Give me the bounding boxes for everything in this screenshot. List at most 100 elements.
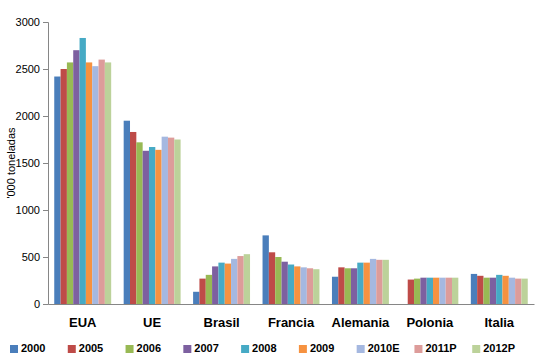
bar	[67, 62, 73, 304]
bar	[446, 278, 452, 304]
legend-swatch	[299, 345, 307, 353]
bar	[263, 235, 269, 304]
bar	[269, 252, 275, 304]
tick: Alemania	[332, 304, 391, 330]
legend-swatch	[10, 345, 18, 353]
legend-label: 2010E	[368, 342, 400, 354]
bar	[338, 267, 344, 304]
bar	[502, 276, 508, 304]
bar	[370, 259, 376, 304]
bar	[225, 264, 231, 304]
bar	[92, 66, 98, 304]
bar	[143, 151, 149, 304]
tick-mark	[43, 304, 48, 305]
bar	[496, 275, 502, 304]
legend-label: 2008	[252, 342, 276, 354]
tick-label: 0	[34, 298, 40, 310]
bar	[294, 266, 300, 304]
tick: Italia	[484, 304, 514, 330]
bar	[61, 69, 67, 304]
bar	[155, 150, 161, 304]
tick-label: Francia	[268, 315, 315, 330]
legend-label: 2009	[310, 342, 334, 354]
tick-label: 2500	[16, 63, 40, 75]
legend-swatch	[183, 345, 191, 353]
bar	[73, 50, 79, 304]
tick-mark	[43, 116, 48, 117]
tick-label: UE	[143, 315, 161, 330]
tick: 3000	[16, 16, 48, 28]
tick-mark	[43, 163, 48, 164]
legend-label: 2000	[21, 342, 45, 354]
bar	[313, 269, 319, 304]
bar	[231, 259, 237, 304]
bar	[130, 132, 136, 304]
legend-swatch	[126, 345, 134, 353]
bar	[427, 278, 433, 304]
legend-label: 2005	[79, 342, 103, 354]
bar	[414, 279, 420, 304]
bar	[80, 38, 86, 304]
tick: 1500	[16, 157, 48, 169]
bar	[300, 267, 306, 304]
bar	[307, 268, 313, 304]
bar	[490, 278, 496, 304]
bar	[288, 265, 294, 304]
tick-label: Brasil	[204, 315, 240, 330]
tick-label: EUA	[69, 315, 97, 330]
bar	[376, 260, 382, 304]
x-axis: EUA UE Brasil Francia Alemania Polonia Italia	[49, 304, 535, 330]
tick-label: 500	[22, 251, 40, 263]
bar	[364, 263, 370, 304]
bar	[332, 277, 338, 304]
bar	[218, 263, 224, 304]
legend-swatch	[68, 345, 76, 353]
bar	[477, 276, 483, 304]
legend-label: 2006	[137, 342, 161, 354]
bars	[54, 38, 528, 304]
tick-label: 2000	[16, 110, 40, 122]
axis-line	[49, 304, 535, 305]
plot: 0 500 1000 1500 2000 2500 3000 EUA UE Brasil Franc…	[16, 16, 535, 329]
bar	[124, 121, 130, 304]
legend-label: 2007	[194, 342, 218, 354]
tick-label: Alemania	[332, 315, 391, 330]
bar	[174, 140, 180, 305]
tick: 0	[34, 298, 48, 310]
bar	[471, 274, 477, 304]
tick-label: 3000	[16, 16, 40, 28]
tick: 1000	[16, 204, 48, 216]
bar	[439, 278, 445, 304]
tick-mark	[43, 22, 48, 23]
tick: UE	[143, 304, 161, 330]
bar	[199, 279, 205, 304]
bar	[408, 280, 414, 304]
legend-label: 2011P	[425, 342, 456, 354]
chart: 0 500 1000 1500 2000 2500 3000 EUA UE Brasil Franc…	[0, 0, 540, 362]
legend: 2000200520062007200820092010E2011P2012P	[10, 342, 515, 354]
axis-title: '000 toneladas	[5, 127, 17, 199]
legend-swatch	[357, 345, 365, 353]
legend-swatch	[472, 345, 480, 353]
bar	[483, 278, 489, 304]
bar	[521, 279, 527, 304]
bar	[86, 62, 92, 304]
y-axis: 0 500 1000 1500 2000 2500 3000	[16, 16, 49, 310]
bar	[193, 292, 199, 304]
tick-label: 1500	[16, 157, 40, 169]
tick-mark	[43, 257, 48, 258]
bar	[212, 266, 218, 304]
bar	[420, 278, 426, 304]
bar	[357, 263, 363, 304]
tick: EUA	[69, 304, 97, 330]
bar	[433, 278, 439, 304]
bar	[54, 77, 60, 304]
bar	[206, 275, 212, 304]
axis-line	[43, 23, 49, 305]
tick-label: Italia	[484, 315, 514, 330]
tick-mark	[43, 210, 48, 211]
tick: 2500	[16, 63, 48, 75]
tick-label: 1000	[16, 204, 40, 216]
tick: Polonia	[406, 304, 454, 330]
bar	[237, 256, 243, 304]
